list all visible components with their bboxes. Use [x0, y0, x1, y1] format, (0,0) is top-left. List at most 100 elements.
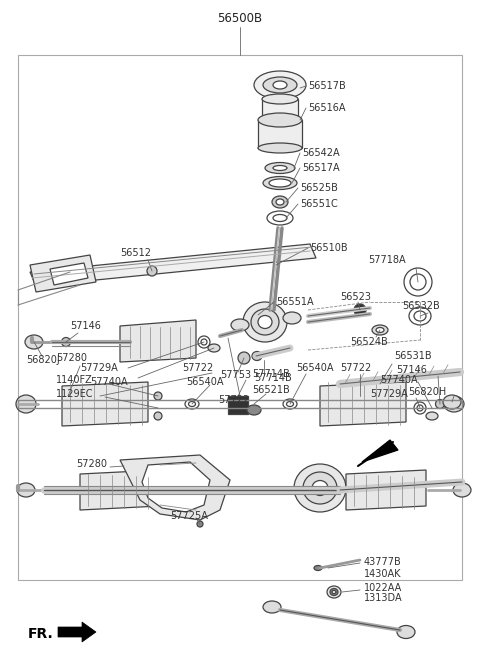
Ellipse shape	[417, 405, 423, 411]
Text: 57753: 57753	[220, 370, 251, 380]
Ellipse shape	[414, 311, 426, 321]
Polygon shape	[120, 320, 196, 362]
Text: 57729A: 57729A	[80, 363, 118, 373]
Ellipse shape	[372, 325, 388, 335]
Text: 57722: 57722	[218, 395, 249, 405]
Ellipse shape	[238, 352, 250, 364]
Text: 56517B: 56517B	[308, 81, 346, 91]
Text: 1313DA: 1313DA	[364, 593, 403, 603]
Bar	[18, 55, 462, 580]
Ellipse shape	[273, 81, 287, 89]
Ellipse shape	[283, 312, 301, 324]
Text: 1129EC: 1129EC	[56, 389, 94, 399]
Text: 57718A: 57718A	[368, 255, 406, 265]
Text: 57722: 57722	[182, 363, 213, 373]
Ellipse shape	[252, 351, 262, 360]
Ellipse shape	[17, 483, 35, 497]
Ellipse shape	[262, 94, 298, 104]
Text: 1430AK: 1430AK	[364, 569, 401, 579]
Polygon shape	[30, 244, 316, 286]
Text: 57729A: 57729A	[370, 389, 408, 399]
Ellipse shape	[303, 472, 337, 504]
Ellipse shape	[197, 521, 203, 527]
Text: 56551C: 56551C	[300, 199, 338, 209]
Polygon shape	[50, 263, 88, 285]
Ellipse shape	[269, 179, 291, 187]
Polygon shape	[346, 470, 426, 510]
Ellipse shape	[443, 395, 461, 409]
Polygon shape	[362, 440, 398, 462]
Ellipse shape	[263, 77, 297, 93]
Polygon shape	[58, 622, 96, 642]
Ellipse shape	[258, 143, 302, 153]
Ellipse shape	[327, 586, 341, 598]
Polygon shape	[62, 382, 148, 426]
Text: 56540A: 56540A	[186, 377, 224, 387]
Ellipse shape	[255, 308, 275, 322]
Polygon shape	[262, 99, 298, 120]
Ellipse shape	[147, 266, 157, 276]
Text: 57146: 57146	[396, 365, 427, 375]
Ellipse shape	[273, 165, 287, 170]
Ellipse shape	[435, 400, 444, 409]
Ellipse shape	[154, 412, 162, 420]
Text: 56500B: 56500B	[217, 12, 263, 25]
Text: 56820H: 56820H	[408, 387, 446, 397]
Ellipse shape	[265, 163, 295, 174]
Ellipse shape	[263, 176, 297, 189]
Ellipse shape	[258, 315, 272, 328]
Ellipse shape	[444, 396, 464, 412]
Text: 56551A: 56551A	[276, 297, 313, 307]
Ellipse shape	[312, 481, 328, 496]
Text: 57740A: 57740A	[90, 377, 128, 387]
Text: 1140FZ: 1140FZ	[56, 375, 93, 385]
Text: 56532B: 56532B	[402, 301, 440, 311]
Text: 56820J: 56820J	[26, 355, 60, 365]
Ellipse shape	[201, 339, 207, 345]
Text: 56542A: 56542A	[302, 148, 340, 158]
Ellipse shape	[273, 214, 287, 221]
Ellipse shape	[251, 309, 279, 335]
Polygon shape	[258, 120, 302, 148]
Ellipse shape	[287, 402, 293, 407]
Ellipse shape	[314, 565, 322, 571]
Ellipse shape	[426, 412, 438, 420]
Polygon shape	[120, 455, 230, 520]
Ellipse shape	[16, 395, 36, 413]
Ellipse shape	[247, 405, 261, 415]
Text: 56531B: 56531B	[394, 351, 432, 361]
Text: 56523: 56523	[340, 292, 371, 302]
Ellipse shape	[397, 626, 415, 639]
Ellipse shape	[258, 113, 302, 127]
Polygon shape	[228, 396, 248, 414]
Ellipse shape	[25, 335, 43, 349]
Text: 57714B: 57714B	[252, 369, 290, 379]
Text: 57722: 57722	[340, 363, 371, 373]
Text: 1022AA: 1022AA	[364, 583, 402, 593]
Ellipse shape	[243, 302, 287, 342]
Text: 57146: 57146	[70, 321, 101, 331]
Text: 57714B: 57714B	[254, 373, 292, 383]
Ellipse shape	[410, 274, 426, 290]
Ellipse shape	[330, 588, 338, 596]
Ellipse shape	[154, 392, 162, 400]
Ellipse shape	[254, 71, 306, 99]
Text: 56540A: 56540A	[296, 363, 334, 373]
Text: 56516A: 56516A	[308, 103, 346, 113]
Text: 56512: 56512	[120, 248, 151, 258]
Text: 56525B: 56525B	[300, 183, 338, 193]
Text: 57725A: 57725A	[170, 511, 208, 521]
Ellipse shape	[294, 464, 346, 512]
Text: 56521B: 56521B	[252, 385, 290, 395]
Polygon shape	[80, 470, 160, 510]
Ellipse shape	[332, 590, 336, 594]
Ellipse shape	[263, 601, 281, 613]
Text: 56517A: 56517A	[302, 163, 340, 173]
Ellipse shape	[189, 402, 195, 407]
Ellipse shape	[61, 338, 71, 347]
Polygon shape	[30, 255, 96, 292]
Ellipse shape	[276, 199, 284, 205]
Ellipse shape	[231, 319, 249, 331]
Ellipse shape	[262, 115, 298, 125]
Ellipse shape	[453, 483, 471, 497]
